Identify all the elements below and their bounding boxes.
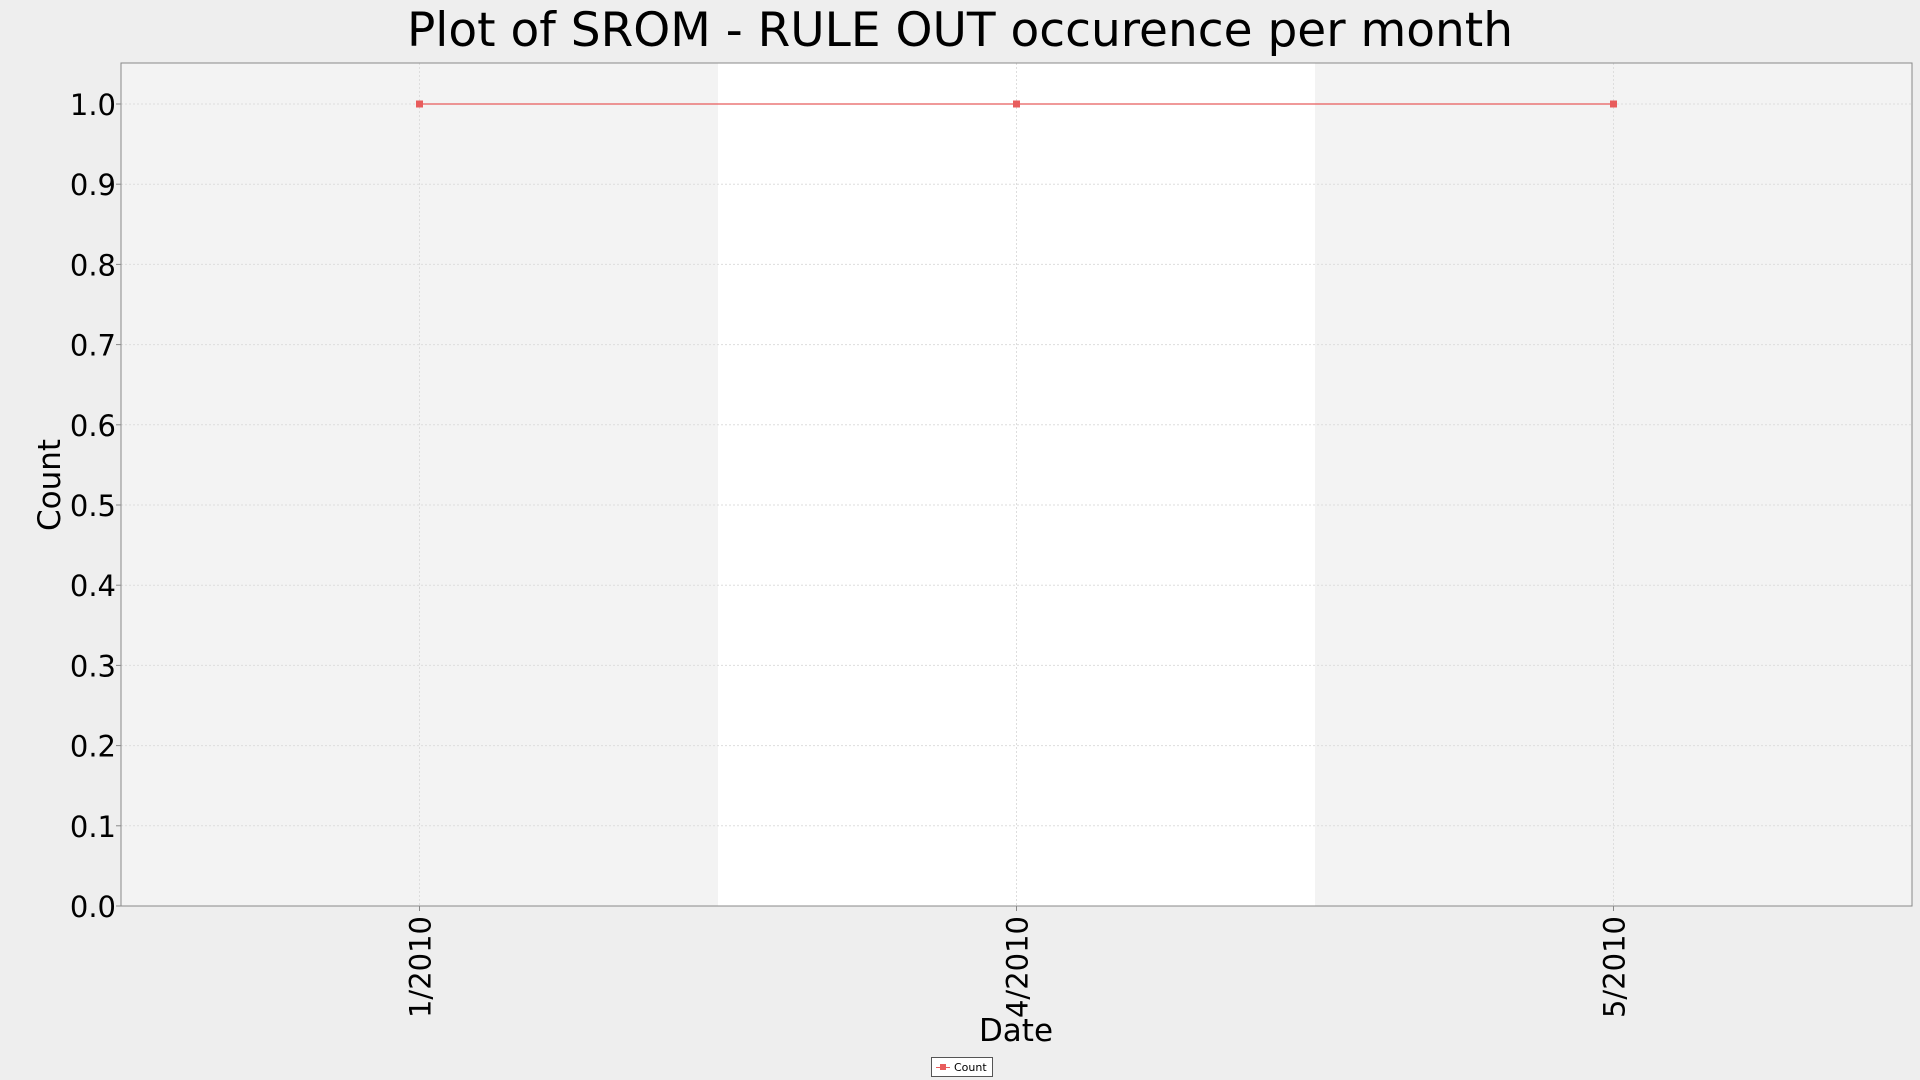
- y-tick-label: 1.0: [70, 88, 116, 122]
- y-tick-label: 0.1: [70, 810, 116, 844]
- data-point: [416, 100, 423, 108]
- series-count: [416, 100, 1617, 108]
- y-tick-label: 0.6: [70, 409, 116, 443]
- y-tick-label: 0.5: [70, 489, 116, 523]
- tick-labels: 0.0 0.1 0.2 0.3 0.4 0.5 0.6 0.7 0.8 0.9 1.0 1/2010 4…: [70, 88, 1632, 1018]
- x-axis-label: Date: [979, 1013, 1053, 1049]
- chart-title: Plot of SROM - RULE OUT occurence per mo…: [406, 3, 1514, 58]
- y-tick-label: 0.3: [70, 649, 116, 683]
- y-tick-label: 0.9: [70, 168, 116, 202]
- y-tick-label: 0.0: [70, 890, 116, 924]
- legend-swatch-icon: [936, 1062, 950, 1072]
- legend-label: Count: [954, 1060, 987, 1074]
- y-tick-label: 0.8: [70, 248, 116, 282]
- y-tick-label: 0.7: [70, 329, 116, 363]
- y-axis-label: Count: [32, 439, 68, 531]
- y-tick-label: 0.4: [70, 569, 116, 603]
- data-point: [1013, 100, 1020, 108]
- x-tick-label: 4/2010: [1001, 916, 1035, 1018]
- legend: Count: [931, 1057, 993, 1077]
- axes: [120, 62, 1913, 907]
- x-tick-label: 5/2010: [1598, 916, 1632, 1018]
- plot-border: [120, 62, 1913, 907]
- x-tick-label: 1/2010: [404, 916, 438, 1018]
- gridlines: [116, 63, 1912, 911]
- data-point: [1610, 100, 1617, 108]
- y-tick-label: 0.2: [70, 730, 116, 764]
